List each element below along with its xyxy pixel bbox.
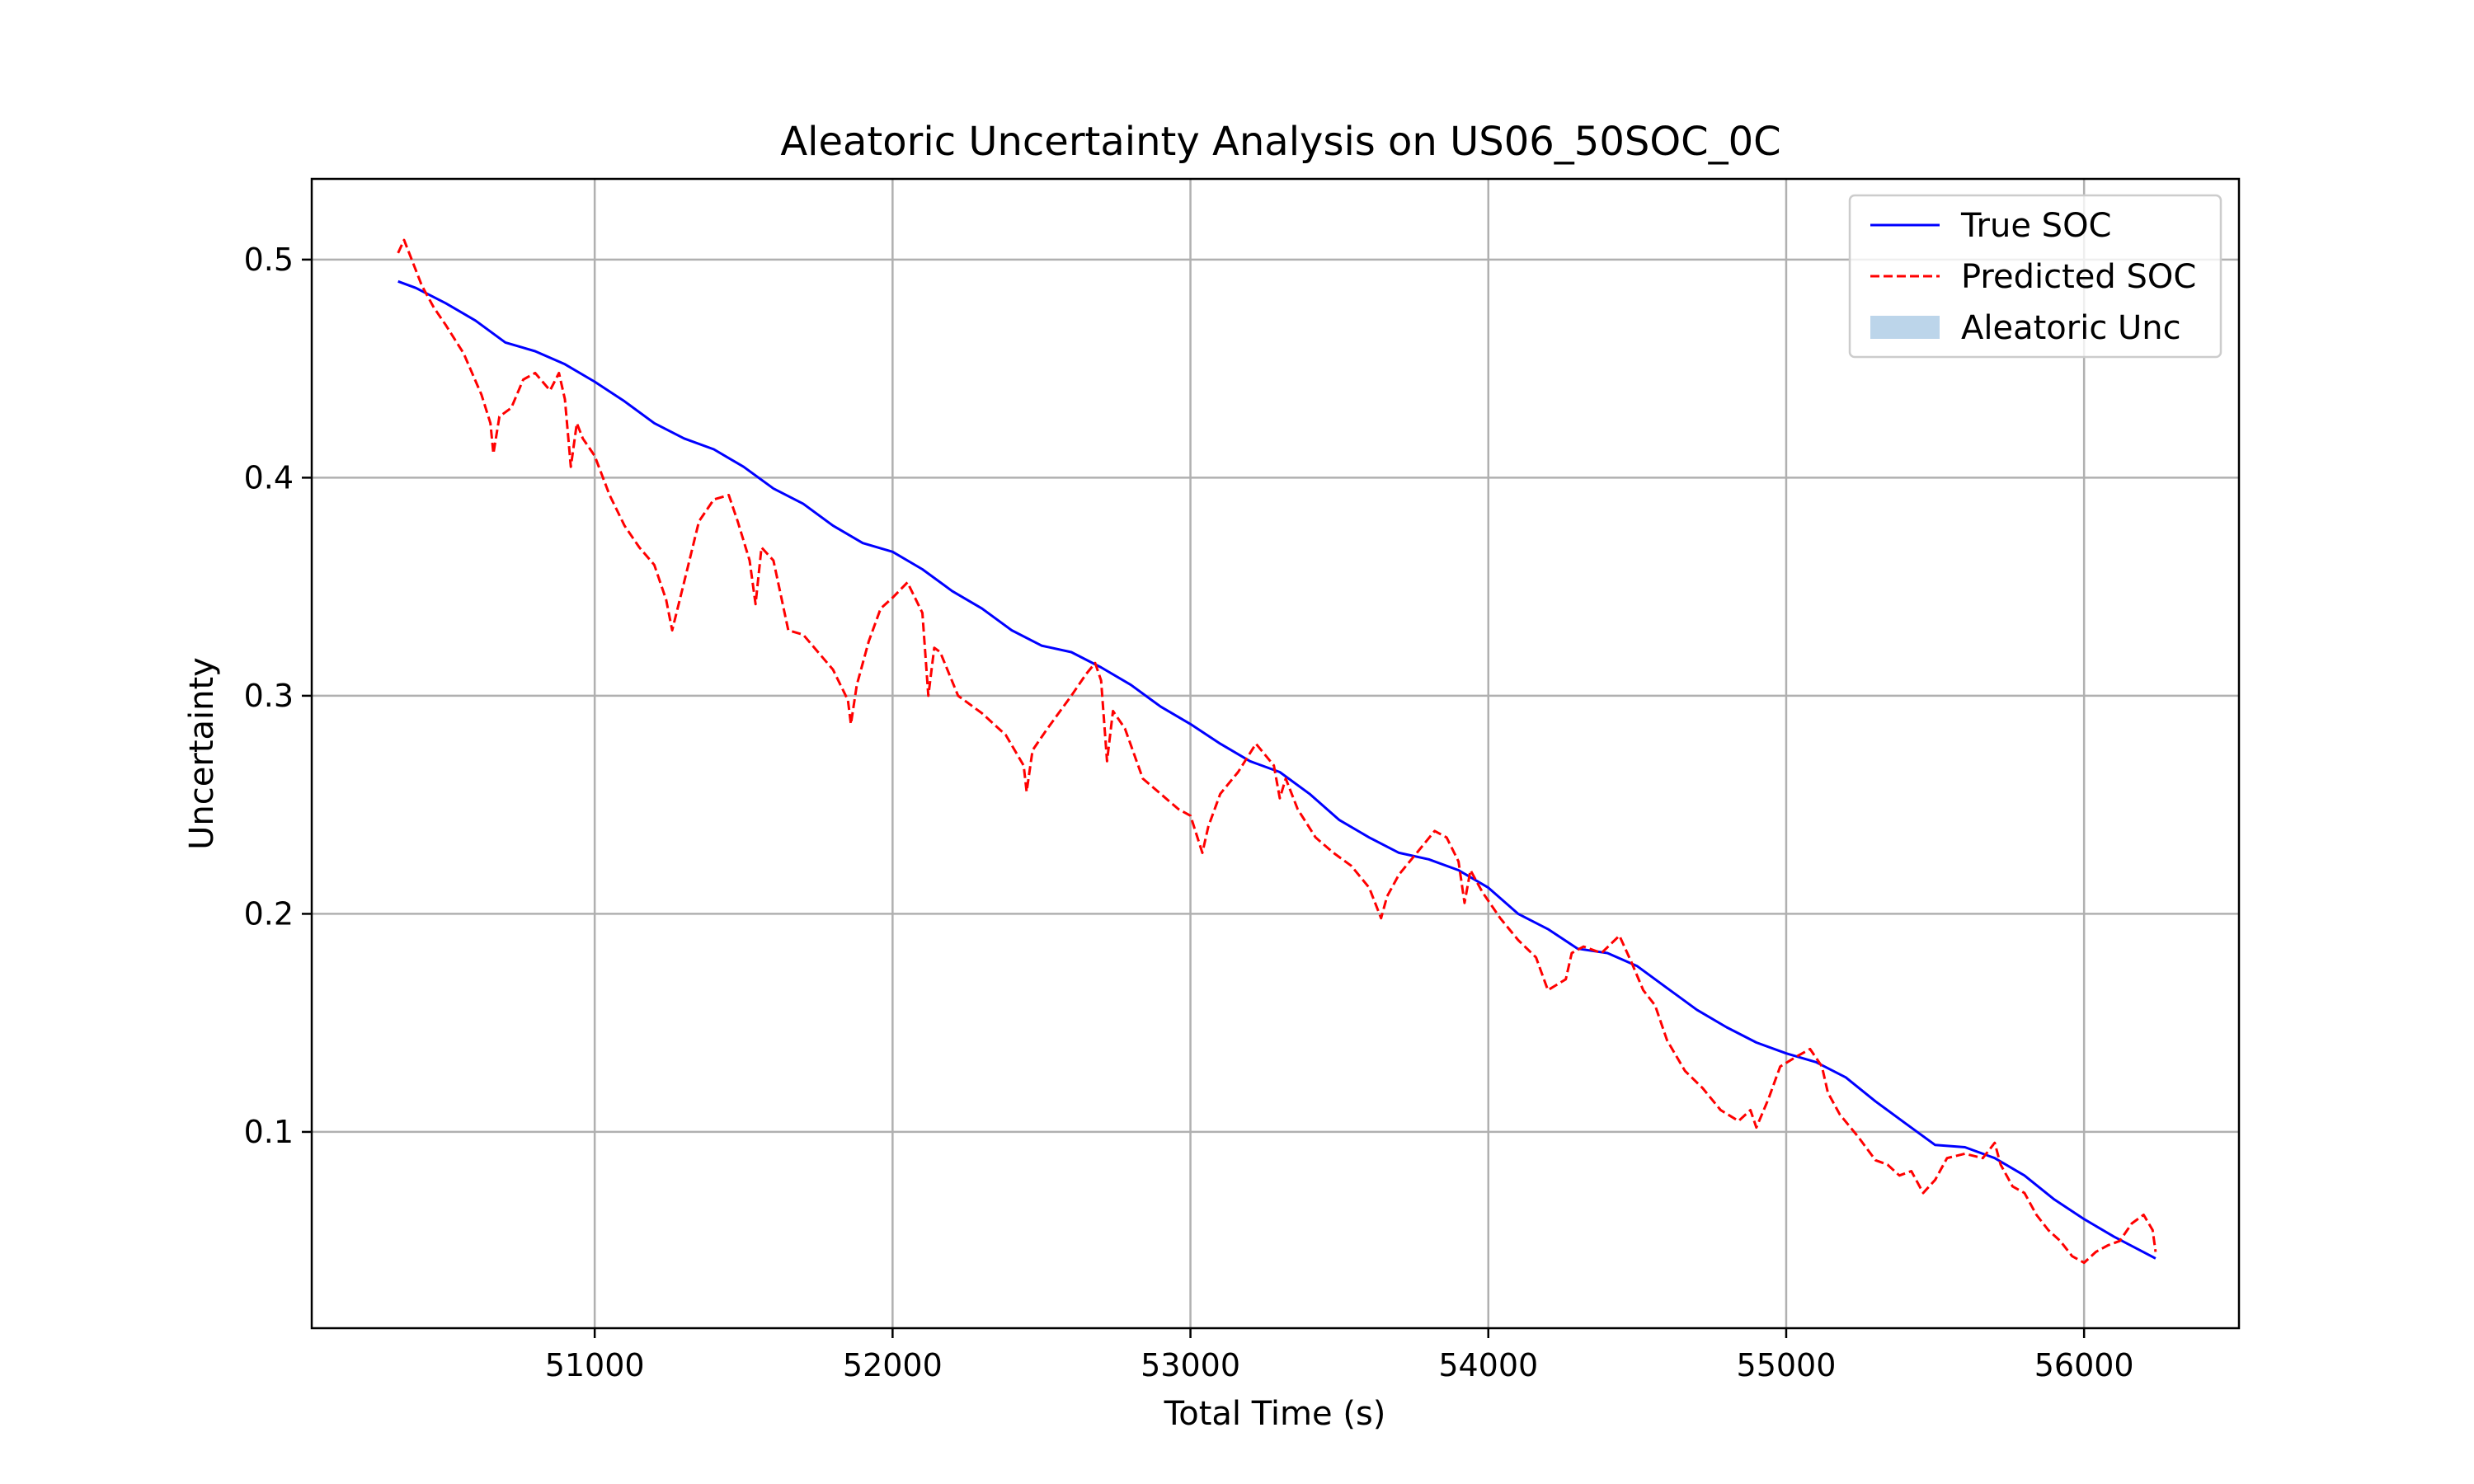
x-tick-label: 52000 (843, 1347, 943, 1383)
y-tick-label: 0.3 (244, 678, 294, 714)
legend-label: Predicted SOC (1961, 258, 2196, 296)
y-tick-label: 0.5 (244, 242, 294, 278)
x-grid-lines (593, 179, 2086, 1328)
y-axis-label: Uncertainty (183, 657, 221, 850)
x-tick-label: 53000 (1141, 1347, 1240, 1383)
y-tick-label: 0.2 (244, 895, 294, 932)
legend-item: True SOC (1870, 207, 2111, 245)
x-tick-label: 56000 (2034, 1347, 2134, 1383)
chart-title: Aleatoric Uncertainty Analysis on US06_5… (780, 119, 1780, 165)
x-tick-label: 55000 (1737, 1347, 1837, 1383)
legend-label: True SOC (1960, 207, 2111, 245)
series-line-true-soc (397, 279, 2157, 1260)
legend-item: Aleatoric Unc (1870, 309, 2181, 347)
legend: True SOC Predicted SOC Aleatoric Unc (1848, 194, 2222, 359)
x-axis-label: Total Time (s) (1164, 1395, 1386, 1433)
y-axis-ticks: 0.1 0.2 0.3 0.4 0.5 (244, 242, 312, 1150)
x-tick-label: 51000 (545, 1347, 645, 1383)
series-line-predicted-soc (397, 238, 2157, 1265)
y-tick-label: 0.1 (244, 1114, 294, 1150)
plot-frame (310, 177, 2241, 1330)
legend-swatch (1870, 316, 1940, 339)
x-axis-ticks: 51000 52000 53000 54000 55000 56000 (545, 1328, 2134, 1383)
x-tick-label: 54000 (1438, 1347, 1538, 1383)
plot-series (397, 238, 2157, 1265)
legend-box (1848, 194, 2222, 359)
legend-label: Aleatoric Unc (1961, 309, 2181, 347)
legend-item: Predicted SOC (1870, 258, 2196, 296)
y-tick-label: 0.4 (244, 459, 294, 495)
